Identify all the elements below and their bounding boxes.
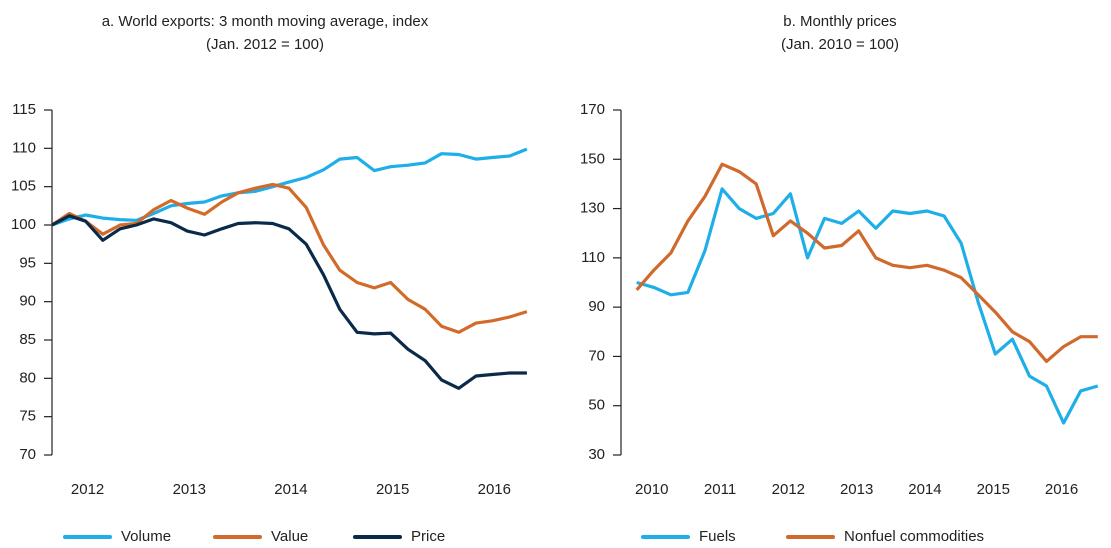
x-tick-label: 2014 — [908, 481, 941, 498]
x-tick-label: 2011 — [704, 481, 736, 498]
series-line — [51, 214, 527, 390]
y-tick-label: 150 — [580, 150, 605, 167]
chart-title: a. World exports: 3 month moving average… — [102, 13, 429, 30]
legend-label: Fuels — [699, 528, 736, 545]
series-line — [635, 162, 1098, 363]
y-tick-label: 50 — [588, 397, 605, 414]
x-tick-label: 2015 — [376, 481, 409, 498]
y-tick-label: 110 — [12, 139, 36, 156]
series-line — [51, 182, 528, 334]
x-tick-label: 2013 — [173, 481, 206, 498]
series-line — [51, 147, 528, 227]
y-tick-label: 170 — [580, 101, 605, 118]
y-tick-label: 70 — [588, 347, 605, 364]
y-tick-label: 110 — [581, 249, 605, 266]
x-tick-label: 2012 — [71, 481, 104, 498]
legend-label: Price — [411, 528, 445, 545]
y-tick-label: 85 — [19, 331, 36, 348]
legend-label: Volume — [121, 528, 171, 545]
y-tick-label: 80 — [19, 369, 36, 386]
y-tick-label: 90 — [19, 293, 36, 310]
x-tick-label: 2012 — [772, 481, 805, 498]
legend-label: Value — [271, 528, 308, 545]
x-tick-label: 2016 — [478, 481, 511, 498]
chart-subtitle: (Jan. 2012 = 100) — [206, 36, 324, 53]
x-tick-label: 2015 — [977, 481, 1010, 498]
y-tick-label: 115 — [12, 101, 36, 118]
y-tick-label: 95 — [19, 254, 36, 271]
y-tick-label: 100 — [11, 216, 36, 233]
y-tick-label: 30 — [588, 446, 605, 463]
y-tick-label: 130 — [580, 200, 605, 217]
chart-subtitle: (Jan. 2010 = 100) — [781, 36, 899, 53]
x-tick-label: 2013 — [840, 481, 873, 498]
y-tick-label: 90 — [588, 298, 605, 315]
y-tick-label: 75 — [19, 408, 36, 425]
x-tick-label: 2010 — [635, 481, 668, 498]
series-line — [636, 187, 1099, 425]
y-tick-label: 70 — [19, 446, 36, 463]
legend-label: Nonfuel commodities — [844, 528, 984, 545]
chart-title: b. Monthly prices — [783, 13, 896, 30]
y-tick-label: 105 — [11, 178, 36, 195]
x-tick-label: 2016 — [1045, 481, 1078, 498]
x-tick-label: 2014 — [274, 481, 307, 498]
